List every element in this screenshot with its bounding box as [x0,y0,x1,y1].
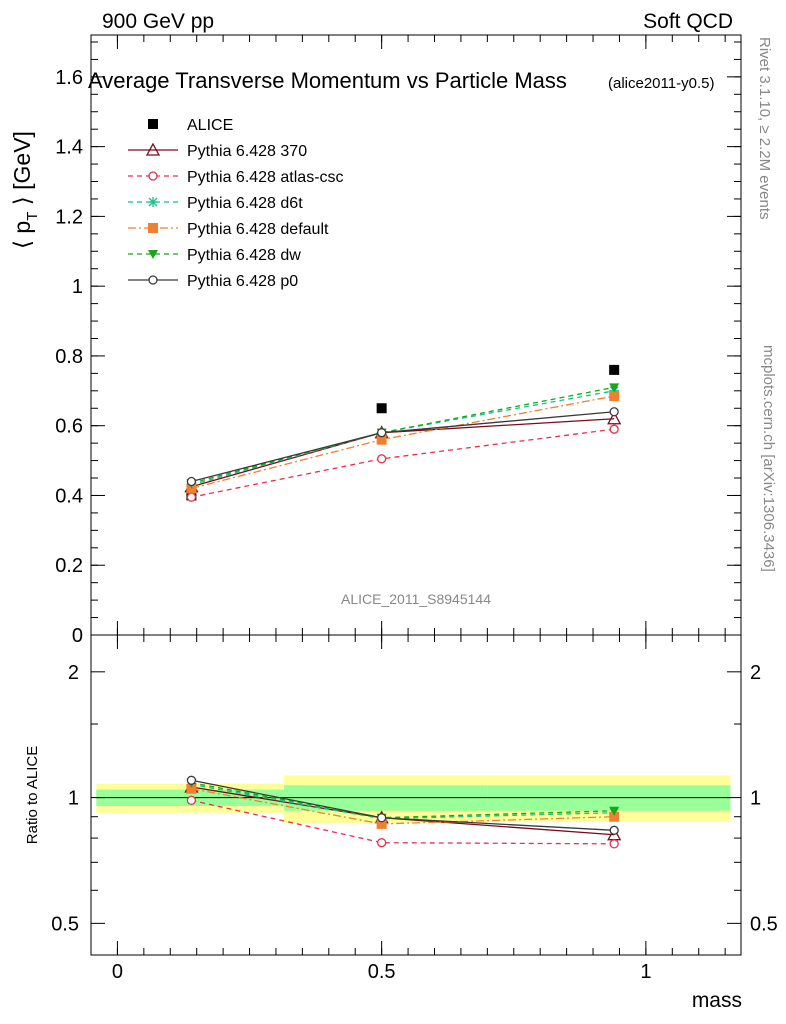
legend-label: Pythia 6.428 370 [187,143,307,160]
data-point-pythia-6-428-p0 [377,428,387,438]
data-point-pythia-6-428-atlas-csc [377,454,387,464]
ratio-y-tick-label-right: 0.5 [750,913,778,935]
y-tick-label: 0.4 [55,485,83,507]
legend-marker [148,250,158,259]
legend-label: Pythia 6.428 atlas-csc [187,169,344,186]
ratio-point-pythia-6-428-p0 [186,775,197,785]
legend-marker [148,275,158,285]
ratio-point-pythia-6-428-default [186,783,197,794]
ratio-y-tick-label-right: 1 [750,788,761,810]
legend-label: Pythia 6.428 p0 [187,273,298,290]
y-tick-label: 0.8 [55,346,83,368]
legend-marker [148,223,158,233]
series-line-pythia-6-428-atlas-csc [191,428,615,498]
mcplots-label: mcplots.cern.ch [arXiv:1306.3436] [760,345,777,572]
data-point-pythia-6-428-atlas-csc [609,424,619,434]
ratio-point-pythia-6-428-atlas-csc [609,839,619,849]
chart-subtitle: (alice2011-y0.5) [608,75,714,92]
ratio-frame [90,634,742,956]
legend-label: Pythia 6.428 dw [187,247,301,264]
y-tick-label: 0.6 [55,416,83,438]
y-axis-label-sub: T [24,212,41,221]
ratio-y-tick-label: 2 [68,662,79,684]
x-tick-label: 0 [112,961,123,983]
y-tick-label: 0 [72,625,83,647]
ratio-y-tick-label-right: 2 [750,662,761,684]
main-panel: 0 0.2 0.4 0.6 0.8 1 1.2 1.4 1.6 Average Transver… [9,34,742,647]
ratio-line-pythia-6-428-atlas-csc [191,799,615,845]
ratio-point-pythia-6-428-default [376,818,387,829]
legend-marker [148,197,158,207]
x-axis-label: mass [692,989,742,1012]
ratio-y-tick-label: 0.5 [51,913,79,935]
legend-label: ALICE [187,117,233,134]
series-line-pythia-6-428-dw [191,386,615,484]
analysis-watermark: ALICE_2011_S8945144 [341,591,491,607]
ratio-ticks: 0.5 0.5 1 1 2 2 0 0.5 1 [51,635,778,983]
legend-marker [148,119,158,129]
y-tick-label: 1.4 [55,137,83,159]
legend-marker [145,142,161,156]
ratio-point-pythia-6-428-p0 [377,813,387,823]
x-tick-label: 1 [640,961,651,983]
ratio-y-tick-label: 1 [68,788,79,810]
y-tick-label: 1.6 [55,67,83,89]
data-point-pythia-6-428-370 [607,411,622,425]
data-point-alice [376,403,387,414]
y-tick-label: 1.2 [55,206,83,228]
main-ticks: 0 0.2 0.4 0.6 0.8 1 1.2 1.4 1.6 [55,35,741,647]
y-axis-label-tail: ⟩ [GeV] [9,131,35,212]
data-point-pythia-6-428-p0 [186,476,197,487]
ratio-y-axis-label: Ratio to ALICE [24,746,41,844]
main-series [184,364,622,502]
header-left: 900 GeV pp [102,10,214,33]
ratio-panel: 0.5 0.5 1 1 2 2 0 0.5 1 Ratio to ALICE mass [24,634,778,1012]
ratio-series [184,775,622,849]
rivet-label: Rivet 3.1.10, ≥ 2.2M events [756,37,773,220]
ratio-point-pythia-6-428-dw [609,806,620,816]
data-point-pythia-6-428-default [186,483,197,494]
legend: ALICE Pythia 6.428 370 Pythia 6.428 atlas-… [128,117,344,290]
x-tick-label: 0.5 [368,961,396,983]
data-point-pythia-6-428-atlas-csc [186,492,197,502]
ratio-point-pythia-6-428-atlas-csc [186,795,197,805]
series-line-pythia-6-428-default [191,395,615,490]
legend-marker [148,171,158,181]
uncertainty-bands [96,775,731,823]
y-axis-label: ⟨ pT ⟩ [GeV] [9,131,41,249]
data-point-pythia-6-428-default [376,434,387,445]
y-tick-label: 0.2 [55,555,83,577]
y-tick-label: 1 [72,276,83,298]
header-right: Soft QCD [643,10,733,33]
data-point-pythia-6-428-p0 [609,407,619,417]
series-line-pythia-6-428-d6t [191,390,615,486]
legend-label: Pythia 6.428 default [187,221,329,238]
chart-title: Average Transverse Momentum vs Particle … [88,68,567,93]
ratio-point-pythia-6-428-p0 [609,825,619,835]
data-point-alice [609,364,620,375]
y-axis-label-main: ⟨ p [9,221,35,249]
data-point-pythia-6-428-default [609,391,620,402]
data-point-pythia-6-428-dw [609,383,620,393]
ratio-point-pythia-6-428-atlas-csc [377,838,387,848]
ratio-point-pythia-6-428-default [609,811,620,822]
legend-label: Pythia 6.428 d6t [187,195,303,212]
